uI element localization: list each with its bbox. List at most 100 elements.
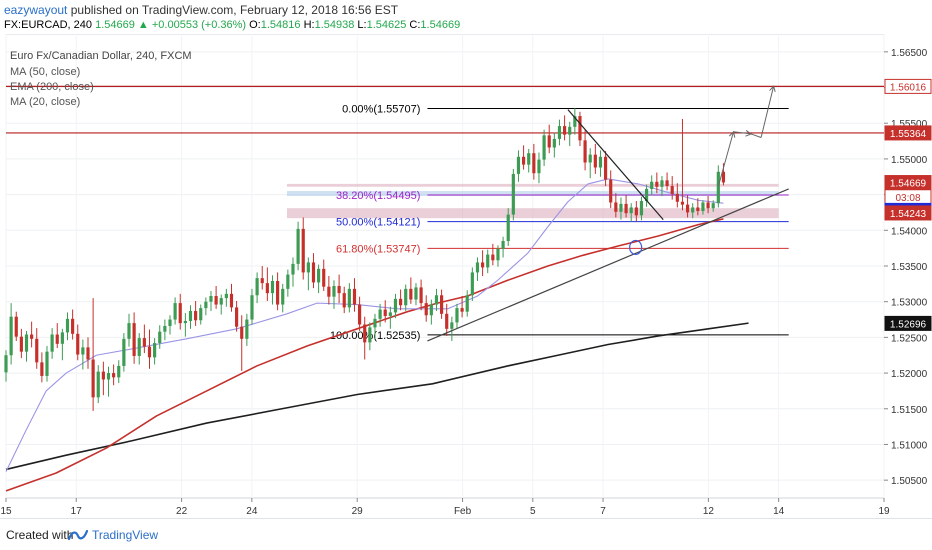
fibonacci-retracement[interactable]: 0.00%(1.55707) 38.20%(1.54495) 50.00%(1.54…	[330, 103, 789, 342]
candle-up	[250, 295, 254, 320]
candle-down	[91, 359, 95, 398]
price-tag-label: 1.54669	[890, 179, 927, 190]
candle-down	[583, 140, 587, 163]
candle-down	[342, 293, 346, 308]
candle-down	[352, 288, 357, 305]
price-tick-label: 1.51000	[891, 440, 928, 451]
candle-up	[81, 347, 85, 355]
candle-down	[696, 207, 700, 212]
candle-up	[296, 228, 300, 264]
candle-up	[65, 318, 70, 333]
candle-up	[163, 325, 167, 332]
candle-down	[419, 287, 423, 304]
projection-segment	[717, 131, 734, 187]
candle-up	[573, 116, 577, 127]
candle-up	[204, 301, 208, 309]
candle-up	[209, 295, 213, 302]
low-value: 1.54625	[366, 19, 407, 31]
time-tick-label: 5	[530, 506, 536, 517]
price-tag-box	[884, 78, 932, 94]
price-tick-label: 1.56500	[891, 48, 928, 59]
price-tick-label: 1.55000	[891, 155, 928, 166]
time-axis[interactable]: 15 17 22 24 29 Feb 5 7 12 14 19	[0, 498, 890, 517]
price-tag-box	[884, 315, 932, 331]
ma50-line	[5, 218, 724, 492]
candle-up	[542, 135, 546, 160]
projection-path[interactable]	[717, 85, 776, 187]
candle-up	[45, 351, 49, 376]
candle-up	[183, 320, 187, 324]
price-tags: 1.560161.553641.5466903:081.542791.54243…	[884, 78, 932, 331]
candle-down	[399, 298, 403, 306]
candle-up	[639, 201, 644, 216]
ma20-line	[5, 178, 724, 472]
candle-down	[327, 286, 331, 297]
highlight-zones	[286, 183, 779, 219]
candle-up	[552, 138, 556, 148]
candle-down	[194, 310, 198, 321]
price-axis[interactable]: 1.565001.560001.555001.550001.545001.540…	[884, 48, 928, 487]
candle-down	[71, 318, 75, 334]
candle-down	[178, 303, 182, 324]
projection-arrowhead	[769, 85, 776, 93]
candle-down	[40, 362, 44, 376]
candle-up	[317, 268, 321, 283]
price-tag-label: 1.54243	[890, 209, 927, 220]
candle-up	[117, 365, 121, 378]
tradingview-brand[interactable]: TradingView	[92, 528, 159, 542]
price-tick-label: 1.53500	[891, 262, 928, 273]
candle-down	[685, 204, 690, 213]
legend-ma20: MA (20, close)	[10, 96, 80, 108]
legend-ema200: EMA (200, close)	[10, 81, 94, 93]
candle-down	[665, 180, 669, 187]
candle-down	[680, 201, 685, 205]
candle-down	[522, 156, 526, 165]
chart-area[interactable]: 0.00%(1.55707) 38.20%(1.54495) 50.00%(1.54…	[0, 33, 932, 518]
time-tick-label: 14	[773, 506, 785, 517]
candle-down	[383, 309, 387, 316]
time-tick-label: 19	[878, 506, 890, 517]
candle-up	[373, 318, 377, 328]
candle-down	[260, 278, 264, 284]
candle-up	[716, 171, 720, 204]
resistance-lines	[6, 85, 884, 134]
open-value: 1.54816	[260, 19, 301, 31]
candle-up	[9, 316, 13, 356]
grid-lines	[5, 34, 885, 498]
author-link[interactable]: eazywayout	[4, 3, 68, 17]
candle-up	[598, 156, 603, 168]
price-tag-label: 1.56016	[890, 82, 927, 93]
candle-up	[378, 309, 382, 319]
candle-down	[112, 373, 116, 378]
candle-down	[675, 193, 679, 202]
time-tick-label: 22	[176, 506, 188, 517]
fib-level-label: 38.20%(1.54495)	[336, 190, 420, 202]
candle-up	[588, 154, 592, 163]
candle-up	[516, 156, 521, 174]
time-tick-label: 29	[352, 506, 364, 517]
candle-down	[142, 338, 146, 347]
candle-down	[235, 307, 239, 327]
candle-down	[670, 186, 674, 194]
candle-down	[624, 203, 628, 214]
candle-down	[86, 347, 90, 360]
time-tick-label: 12	[703, 506, 715, 517]
price-chart[interactable]: 0.00%(1.55707) 38.20%(1.54495) 50.00%(1.54…	[0, 33, 932, 518]
candle-up	[122, 338, 126, 366]
candle-up	[96, 371, 100, 398]
price-zone	[286, 191, 779, 197]
candle-up	[486, 254, 490, 268]
candle-down	[424, 303, 428, 316]
trendlines[interactable]	[427, 109, 789, 342]
candle-down	[132, 323, 136, 356]
price-change: +0.00553 (+0.36%)	[151, 19, 247, 31]
tradingview-logo-icon[interactable]	[68, 527, 88, 543]
low-label: L:	[357, 19, 367, 31]
published-text: published on TradingView.com, February 1…	[70, 3, 399, 17]
last-price: 1.54669	[95, 19, 135, 31]
candle-down	[14, 316, 18, 337]
candle-up	[475, 262, 480, 273]
trendline	[427, 188, 789, 342]
symbol-line: FX:EURCAD, 240	[4, 19, 93, 31]
price-tag-box	[884, 205, 932, 221]
